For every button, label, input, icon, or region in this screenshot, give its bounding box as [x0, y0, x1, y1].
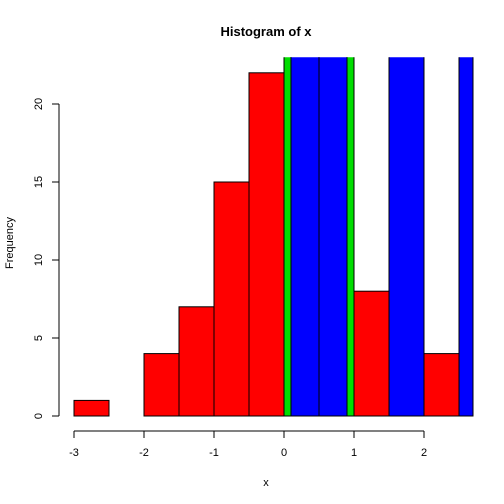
y-tick-label-2: 10: [33, 254, 45, 266]
chart-title: Histogram of x: [220, 24, 312, 39]
x-axis: -3 -2 -1 0 1 2: [69, 430, 427, 459]
histogram-bar-3: [178, 306, 215, 417]
y-tick-label-1: 5: [33, 335, 45, 341]
histogram-bar-0: [73, 399, 110, 417]
overlay-bar-0: [283, 57, 292, 417]
x-tick-label-4: 1: [351, 447, 357, 459]
histogram-bar-5: [248, 72, 285, 417]
x-tick-label-0: -3: [69, 447, 79, 459]
histogram-bar-2: [143, 353, 180, 417]
x-axis-label: x: [263, 477, 269, 489]
y-tick-label-0: 0: [33, 413, 45, 419]
x-tick-label-5: 2: [421, 447, 427, 459]
x-tick-label-1: -2: [139, 447, 149, 459]
overlay-bar-3: [346, 57, 355, 417]
y-axis-label: Frequency: [4, 217, 16, 269]
overlay-bar-1: [290, 57, 320, 417]
x-tick-label-3: 0: [281, 447, 287, 459]
overlay-bar-5: [458, 57, 474, 417]
plot-marks: [73, 57, 474, 417]
y-axis: 0 5 10 15 20: [33, 98, 60, 419]
x-tick-label-2: -1: [209, 447, 219, 459]
y-tick-label-3: 15: [33, 176, 45, 188]
histogram-bar-4: [213, 181, 250, 417]
overlay-bar-2: [318, 57, 348, 417]
y-tick-label-4: 20: [33, 98, 45, 110]
overlay-bar-4: [388, 57, 425, 417]
histogram-bar-7: [423, 353, 460, 417]
histogram-bar-6: [353, 290, 390, 417]
